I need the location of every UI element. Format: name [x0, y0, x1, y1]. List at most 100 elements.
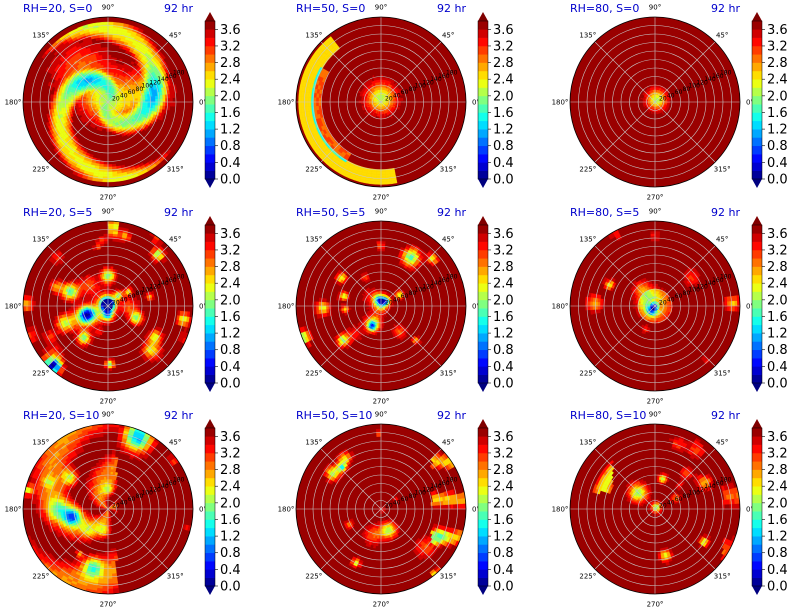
- colorbar-tick-label: 0.0: [220, 173, 241, 188]
- angle-tick-label: 315°: [440, 166, 457, 174]
- angle-tick-label: 135°: [32, 31, 49, 39]
- field-cell: [75, 101, 79, 105]
- angle-tick-label: 270°: [100, 194, 117, 202]
- field-cell: [105, 64, 109, 68]
- angle-tick-label: 90°: [102, 4, 114, 12]
- field-cell: [167, 97, 171, 103]
- field-cell: [102, 174, 109, 178]
- field-cell: [162, 97, 166, 103]
- field-cell: [107, 64, 111, 68]
- angle-tick-label: 180°: [5, 99, 22, 107]
- colorbar-segment: [205, 137, 215, 147]
- field-cell: [107, 21, 114, 25]
- field-cell: [35, 87, 40, 94]
- colorbar-tick-label: 1.6: [220, 106, 241, 121]
- field-cell: [52, 98, 56, 103]
- colorbar-segment: [752, 137, 762, 147]
- colorbar-tick-label: 0.0: [767, 173, 788, 188]
- field-cell: [144, 104, 149, 108]
- field-cell: [348, 95, 352, 99]
- field-cell: [137, 103, 141, 107]
- colorbar-tick-label: 2.0: [493, 89, 514, 104]
- field-cell: [170, 101, 174, 107]
- colorbar-tick-label: 1.2: [493, 123, 514, 138]
- field-cell: [313, 97, 317, 103]
- field-cell: [407, 95, 411, 99]
- field-cell: [109, 69, 113, 73]
- colorbar-segment: [478, 170, 488, 180]
- polar-panel: 0°45°90°135°180°225°270°315°20 40 60 801001…: [552, 2, 754, 202]
- field-cell: [634, 102, 638, 105]
- angle-tick-label: 90°: [375, 4, 387, 12]
- colorbar-segment: [752, 104, 762, 113]
- field-cell: [375, 181, 382, 185]
- field-cell: [657, 79, 660, 83]
- field-cell: [57, 101, 61, 106]
- colorbar-segment: [205, 79, 215, 88]
- field-cell: [184, 91, 189, 98]
- field-cell: [45, 97, 49, 103]
- field-cell: [107, 39, 113, 43]
- field-cell: [117, 22, 124, 27]
- field-cell: [75, 97, 79, 101]
- field-cell: [160, 98, 164, 103]
- radial-tick-label: 60: [128, 89, 136, 96]
- angle-tick-label: 180°: [552, 99, 569, 107]
- field-cell: [300, 101, 304, 108]
- field-cell: [313, 101, 317, 107]
- colorbar-segment: [752, 70, 762, 80]
- field-cell: [45, 89, 50, 95]
- colorbar-extend-min: [752, 179, 762, 188]
- colorbar-extend-min: [478, 179, 488, 188]
- field-cell: [155, 98, 159, 103]
- field-cell: [67, 99, 71, 103]
- colorbar-tick-label: 0.8: [493, 139, 514, 154]
- field-cell: [180, 96, 184, 103]
- field-cell: [60, 101, 64, 106]
- field-cell: [107, 51, 112, 55]
- colorbar-segment: [205, 54, 215, 63]
- colorbar-segment: [478, 79, 488, 88]
- field-cell: [105, 69, 109, 73]
- colorbar-segment: [752, 79, 762, 88]
- field-cell: [162, 101, 166, 107]
- field-cell: [104, 54, 109, 58]
- field-cell: [105, 136, 109, 140]
- field-cell: [183, 86, 188, 93]
- colorbar-segment: [752, 37, 762, 47]
- colorbar-tick-label: 0.4: [220, 156, 241, 171]
- field-cell: [70, 101, 74, 105]
- field-cell: [145, 99, 149, 103]
- colorbar-segment: [752, 120, 762, 130]
- field-cell: [376, 121, 379, 125]
- colorbar-segment: [205, 129, 215, 138]
- angle-tick-label: 90°: [649, 4, 661, 12]
- colorbar: 0.00.40.81.21.62.02.42.83.23.6: [204, 12, 241, 188]
- radial-tick-label: 20: [659, 96, 667, 103]
- angle-tick-label: 45°: [169, 31, 181, 39]
- colorbar-segment: [205, 145, 215, 155]
- polar-panel: 0°45°90°135°180°225°270°315°20 40 60 801001…: [5, 2, 207, 202]
- field-cell: [103, 34, 109, 38]
- colorbar-segment: [205, 29, 215, 38]
- panel-title: RH=20, S=0: [23, 2, 92, 15]
- field-cell: [103, 161, 109, 165]
- field-cell: [107, 54, 112, 58]
- field-cell: [180, 101, 184, 108]
- field-cell: [67, 96, 72, 100]
- colorbar-segment: [205, 87, 215, 97]
- colorbar-segment: [478, 129, 488, 138]
- panel-time-label: 92 hr: [711, 2, 740, 15]
- colorbar-segment: [752, 62, 762, 72]
- angle-tick-label: 135°: [579, 31, 596, 39]
- colorbar-tick-label: 1.6: [493, 106, 514, 121]
- field-cell: [107, 164, 113, 168]
- field-cell: [104, 46, 109, 50]
- colorbar-tick-label: 2.4: [767, 73, 788, 88]
- field-cell: [142, 104, 146, 108]
- field-cell: [104, 59, 109, 63]
- angle-tick-label: 225°: [305, 166, 322, 174]
- field-cell: [105, 61, 109, 65]
- angle-tick-label: 270°: [647, 194, 664, 202]
- colorbar-segment: [478, 120, 488, 130]
